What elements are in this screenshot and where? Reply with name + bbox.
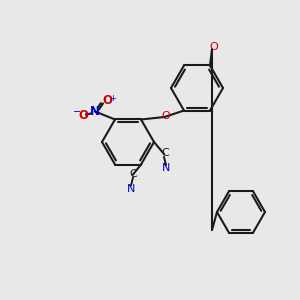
Text: N: N xyxy=(90,105,100,118)
Text: N: N xyxy=(162,163,170,173)
Text: −: − xyxy=(73,107,81,118)
Text: +: + xyxy=(110,94,116,103)
Text: C: C xyxy=(129,169,137,178)
Text: O: O xyxy=(102,94,112,107)
Text: C: C xyxy=(161,148,169,158)
Text: O: O xyxy=(78,109,88,122)
Text: N: N xyxy=(127,184,135,194)
Text: O: O xyxy=(210,43,218,52)
Text: O: O xyxy=(161,111,170,121)
